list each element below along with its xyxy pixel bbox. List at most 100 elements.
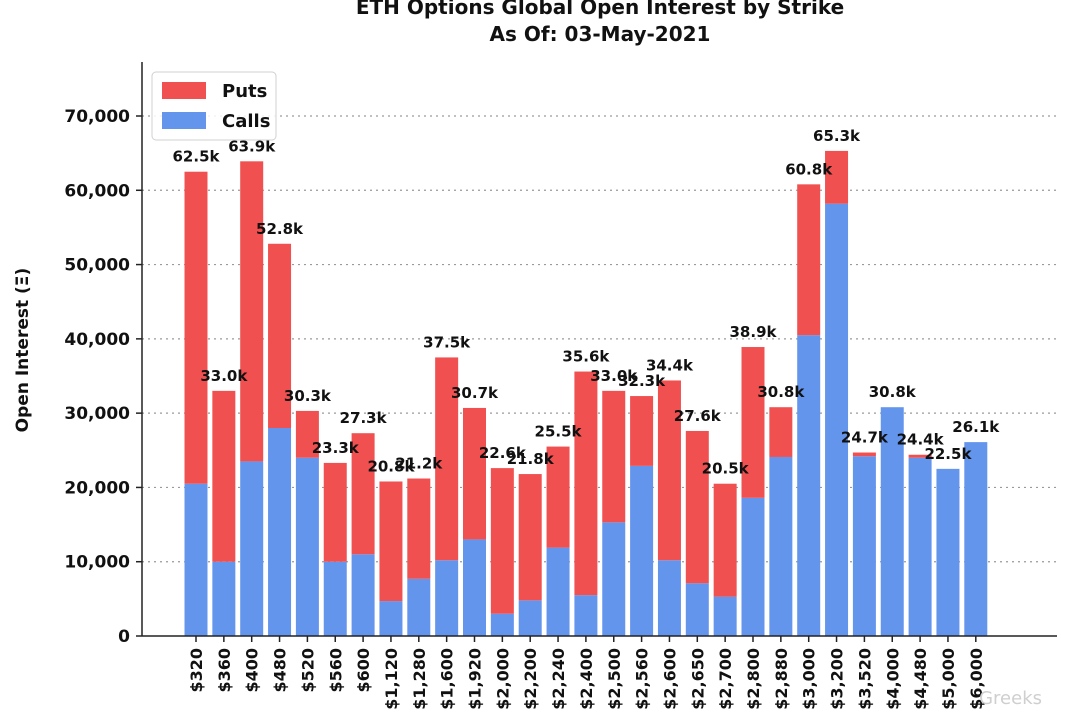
- bar-puts: [741, 347, 765, 498]
- bar-total-label: 25.5k: [535, 423, 583, 441]
- bar-calls: [518, 600, 542, 636]
- bar-calls: [769, 456, 793, 636]
- bar-total-label: 60.8k: [785, 160, 833, 178]
- x-tick-label: $2,650: [688, 648, 707, 710]
- x-axis-ticks: $320 $360 $400 $480 $520 $560 $600 $1,120 $1,280…: [187, 636, 986, 710]
- x-tick-label: $2,600: [660, 648, 679, 710]
- x-tick-label: $2,880: [772, 648, 791, 710]
- bar-puts: [769, 407, 793, 457]
- bar-puts: [574, 371, 598, 596]
- bar-puts: [268, 243, 292, 428]
- legend-swatch: [162, 112, 206, 129]
- x-tick-label: $600: [354, 648, 373, 693]
- x-tick-label: $4,480: [911, 648, 930, 710]
- bar-calls: [936, 468, 960, 636]
- x-tick-label: $2,560: [633, 648, 652, 710]
- x-tick-label: $1,280: [410, 648, 429, 710]
- bar-calls: [741, 497, 765, 636]
- y-tick-label: 40,000: [64, 330, 130, 350]
- bar-calls: [295, 457, 319, 636]
- y-axis-title: Open Interest (Ξ): [13, 268, 33, 433]
- x-tick-label: $1,920: [466, 648, 485, 710]
- bar-total-label: 52.8k: [256, 220, 304, 238]
- bar-calls: [602, 522, 626, 636]
- bar-puts: [518, 474, 542, 601]
- axes: [141, 62, 1057, 637]
- bar-total-label: 62.5k: [173, 148, 221, 166]
- bar-total-label: 20.8k: [367, 457, 415, 475]
- bar-total-label: 21.8k: [507, 450, 555, 468]
- y-axis-ticks: 0 10,000 20,000 30,000 40,000 50,000 60,000 70,…: [64, 107, 142, 647]
- bar-total-label: 32.3k: [618, 372, 666, 390]
- bar-calls: [240, 461, 264, 636]
- bar-total-label: 22.5k: [924, 445, 972, 463]
- x-tick-label: $3,520: [855, 648, 874, 710]
- bar-puts: [908, 454, 932, 458]
- bar-calls: [379, 601, 403, 636]
- bar-puts: [212, 390, 236, 562]
- bar-total-label: 30.8k: [869, 383, 917, 401]
- x-tick-label: $2,000: [493, 648, 512, 710]
- bar-calls: [713, 596, 737, 636]
- bar-total-label: 30.7k: [451, 384, 499, 402]
- x-tick-label: $400: [243, 648, 262, 693]
- bar-total-label: 33.0k: [200, 367, 248, 385]
- bar-calls: [825, 203, 849, 636]
- watermark-text: Greeks: [979, 688, 1042, 709]
- bar-calls: [435, 560, 459, 636]
- x-tick-label: $2,400: [577, 648, 596, 710]
- legend-label: Calls: [222, 111, 270, 132]
- bar-puts: [852, 452, 876, 457]
- bar-puts: [825, 150, 849, 204]
- bar-puts: [685, 430, 709, 584]
- chart-title-line-2: As Of: 03-May-2021: [490, 22, 711, 46]
- bar-puts: [630, 396, 654, 466]
- x-tick-label: $6,000: [967, 648, 986, 710]
- y-tick-label: 30,000: [64, 404, 130, 424]
- bar-puts: [657, 380, 681, 561]
- bar-calls: [212, 561, 236, 636]
- x-tick-label: $4,000: [883, 648, 902, 710]
- bar-total-label: 37.5k: [423, 333, 471, 351]
- bar-puts: [490, 468, 514, 614]
- x-tick-label: $5,000: [939, 648, 958, 710]
- x-tick-label: $1,120: [382, 648, 401, 710]
- bar-total-label: 24.4k: [897, 431, 945, 449]
- bars: [184, 150, 988, 636]
- gridlines: [142, 115, 1057, 563]
- x-tick-label: $2,800: [744, 648, 763, 710]
- bar-puts: [546, 446, 570, 548]
- bar-total-label: 33.0k: [590, 367, 638, 385]
- bar-total-label: 22.6k: [479, 444, 527, 462]
- x-tick-label: $2,200: [521, 648, 540, 710]
- bar-calls: [630, 465, 654, 636]
- bar-puts: [379, 481, 403, 602]
- x-tick-label: $2,700: [716, 648, 735, 710]
- y-tick-label: 50,000: [64, 256, 130, 276]
- bar-total-labels: 62.5k 33.0k 63.9k 52.8k 30.3k 23.3k 27.3k 20.8k…: [173, 127, 1001, 478]
- bar-calls: [657, 560, 681, 636]
- bar-calls: [407, 578, 431, 636]
- x-tick-label: $480: [271, 648, 290, 693]
- bar-calls: [964, 442, 988, 636]
- bar-total-label: 24.7k: [841, 429, 889, 447]
- bar-total-label: 23.3k: [312, 439, 360, 457]
- x-tick-label: $360: [215, 648, 234, 693]
- bar-calls: [685, 583, 709, 636]
- bar-total-label: 38.9k: [730, 323, 778, 341]
- bar-puts: [351, 433, 375, 555]
- y-tick-label: 60,000: [64, 181, 130, 201]
- bar-calls: [490, 613, 514, 636]
- bar-total-label: 34.4k: [646, 356, 694, 374]
- bar-puts: [184, 171, 208, 484]
- bar-total-label: 65.3k: [813, 127, 861, 145]
- bar-total-label: 27.6k: [674, 407, 722, 425]
- x-tick-label: $560: [326, 648, 345, 693]
- bar-total-label: 20.5k: [702, 460, 750, 478]
- bar-puts: [463, 407, 486, 540]
- bar-calls: [797, 335, 821, 636]
- bar-calls: [463, 539, 486, 636]
- bar-total-label: 35.6k: [562, 348, 610, 366]
- bar-calls: [184, 483, 208, 636]
- bar-total-label: 26.1k: [952, 418, 1000, 436]
